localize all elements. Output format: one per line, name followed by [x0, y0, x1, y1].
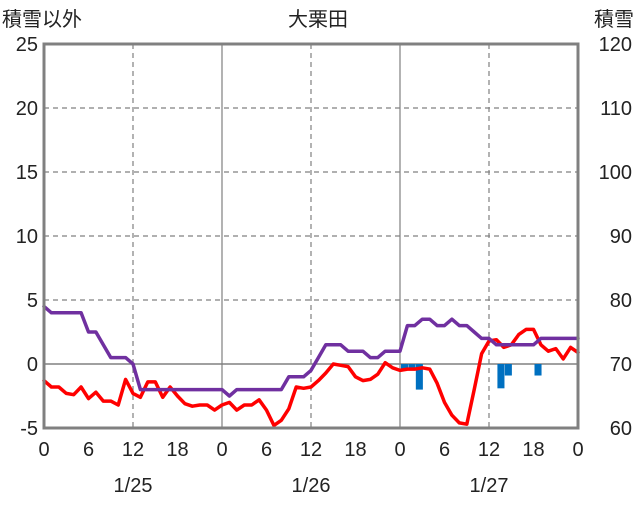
y-left-tick-label: 25	[16, 34, 38, 56]
x-tick-label: 12	[300, 439, 322, 461]
left-axis-title: 積雪以外	[2, 8, 82, 31]
x-tick-label: 6	[261, 439, 272, 461]
y-right-tick-label: 120	[599, 34, 632, 56]
x-tick-label: 18	[166, 439, 188, 461]
x-tick-label: 0	[572, 439, 583, 461]
precipitation-bar	[415, 364, 423, 390]
date-label: 1/27	[470, 475, 509, 497]
series-lines	[42, 304, 580, 428]
y-right-tick-label: 100	[599, 162, 632, 184]
y-right-tick-label: 60	[610, 418, 632, 440]
precipitation-bar	[534, 364, 542, 376]
snow-depth-line	[42, 304, 580, 398]
y-right-tick-label: 110	[600, 98, 632, 120]
y-right-tick-label: 70	[610, 354, 632, 376]
x-tick-label: 12	[122, 439, 144, 461]
y-left-tick-label: -5	[20, 418, 38, 440]
x-tick-label: 0	[394, 439, 405, 461]
x-tick-label: 6	[439, 439, 450, 461]
date-label: 1/26	[292, 475, 331, 497]
date-label: 1/25	[114, 475, 153, 497]
y-right-tick-label: 80	[610, 290, 632, 312]
y-left-tick-label: 5	[27, 290, 38, 312]
x-tick-label: 6	[83, 439, 94, 461]
precipitation-bar	[504, 364, 512, 376]
chart-title: 大栗田	[288, 8, 348, 31]
y-left-tick-label: 10	[16, 226, 38, 248]
plot-frame	[42, 42, 580, 430]
y-left-tick-label: 15	[16, 162, 38, 184]
x-tick-label: 0	[216, 439, 227, 461]
y-left-tick-label: 20	[16, 98, 38, 120]
temperature-line	[42, 327, 580, 428]
right-axis-title: 積雪	[594, 8, 634, 31]
precipitation-bars	[401, 364, 542, 390]
x-tick-label: 0	[38, 439, 49, 461]
precipitation-bar	[401, 364, 409, 371]
x-tick-label: 18	[344, 439, 366, 461]
grid-layer	[44, 44, 578, 428]
y-left-tick-label: 0	[27, 354, 38, 376]
y-right-tick-label: 90	[610, 226, 632, 248]
x-tick-label: 12	[478, 439, 500, 461]
x-tick-label: 18	[522, 439, 544, 461]
precipitation-bar	[497, 364, 505, 389]
precipitation-bar	[408, 364, 416, 371]
